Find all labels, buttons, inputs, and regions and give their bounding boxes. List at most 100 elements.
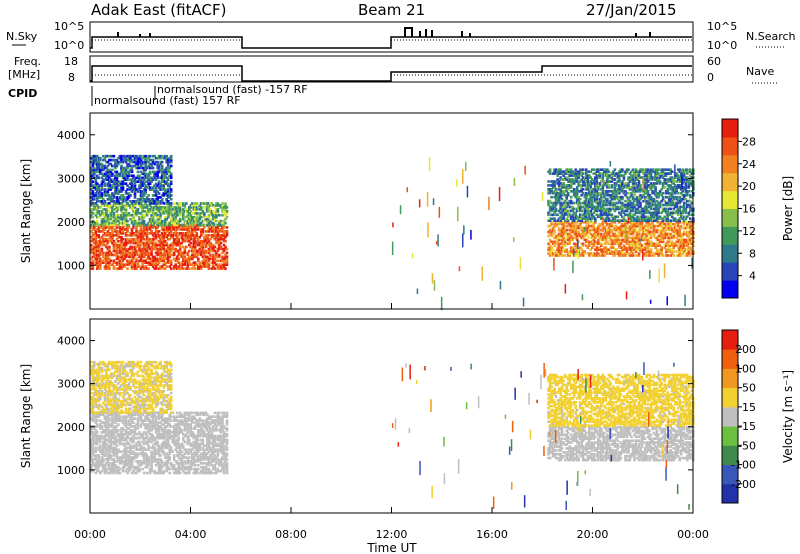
power-cell [649,195,653,199]
power-cell [90,182,93,185]
power-cell [121,180,125,183]
power-cell [559,252,562,255]
power-cell [684,170,688,173]
power-cell [630,174,633,177]
power-cell [100,182,104,185]
power-cell [124,212,128,215]
power-cell [93,174,96,178]
power-cell [679,240,683,244]
power-cell [630,244,633,247]
power-cell [588,230,591,234]
power-cell [117,184,120,187]
power-cell [667,250,671,253]
power-cell [120,170,123,174]
power-cell [90,180,93,183]
power-cell [168,265,171,268]
power-cell [105,154,108,158]
power-cell [159,267,162,270]
power-cell [621,195,624,199]
power-cell [162,208,165,211]
power-cell [102,208,105,211]
power-cell [163,215,167,219]
power-cell [160,228,164,231]
power-cell [117,198,120,201]
power-cell [637,217,641,220]
power-cell [649,230,653,234]
power-cell [575,197,579,201]
power-cell [138,176,141,180]
power-cell [547,190,550,193]
power-cell [160,164,164,168]
power-cell [94,184,98,187]
power-cell [142,198,146,201]
power-cell [175,255,179,259]
power-cell [554,168,558,171]
power-cell [615,184,618,187]
power-cell [594,191,597,195]
power-cell [136,261,140,264]
power-cell [221,202,224,205]
power-cell [133,253,137,257]
power-cell [606,217,609,220]
power-cell [550,220,553,224]
power-cell [222,257,226,261]
power-cell [553,217,556,220]
power-cell [657,207,660,211]
power-cell [159,237,162,241]
power-cell [157,215,161,219]
power-cell [657,209,660,213]
power-cell [151,154,155,158]
power-cell [646,203,650,207]
freq-label-1: Freq. [14,55,41,68]
power-cell [172,223,176,227]
power-cell [652,182,656,185]
power-cell [178,210,182,213]
power-cell [643,252,647,255]
power-cell [153,194,156,197]
power-cell [163,239,167,243]
power-cell [572,207,576,211]
power-cell [585,188,588,191]
power-cell [189,263,193,266]
power-cell [559,203,562,207]
power-cell [126,261,129,264]
power-cell [588,254,591,257]
power-cell [649,226,653,230]
power-cell [118,259,122,263]
power-cell [174,259,177,263]
power-cell [123,170,126,174]
power-cell [133,156,137,160]
power-cell [145,160,149,164]
power-cell [616,174,620,177]
power-cell [575,174,579,177]
power-cell [574,195,577,199]
power-cell [689,209,692,213]
power-cell [648,219,651,222]
power-cell [575,201,579,205]
power-cell [648,254,651,257]
power-cell [578,203,582,207]
power-cell [224,221,227,225]
power-cell [151,255,155,259]
power-cell [126,267,129,270]
power-cell [646,184,650,187]
power-cell [168,237,171,241]
power-cell [672,236,675,240]
power-cell [103,182,107,185]
power-cell [676,201,680,205]
power-cell [157,206,161,209]
power-cell [645,180,648,183]
power-cell [636,254,639,257]
power-cell [574,234,577,238]
power-cell [142,267,146,270]
power-cell [225,263,229,266]
power-cell [603,254,606,257]
power-cell [108,186,111,189]
power-cell [622,224,626,228]
power-cell [159,253,162,257]
power-cell [571,230,574,234]
power-cell [586,180,590,183]
power-cell [678,254,681,257]
power-cell [160,188,164,191]
power-cell [562,201,565,205]
